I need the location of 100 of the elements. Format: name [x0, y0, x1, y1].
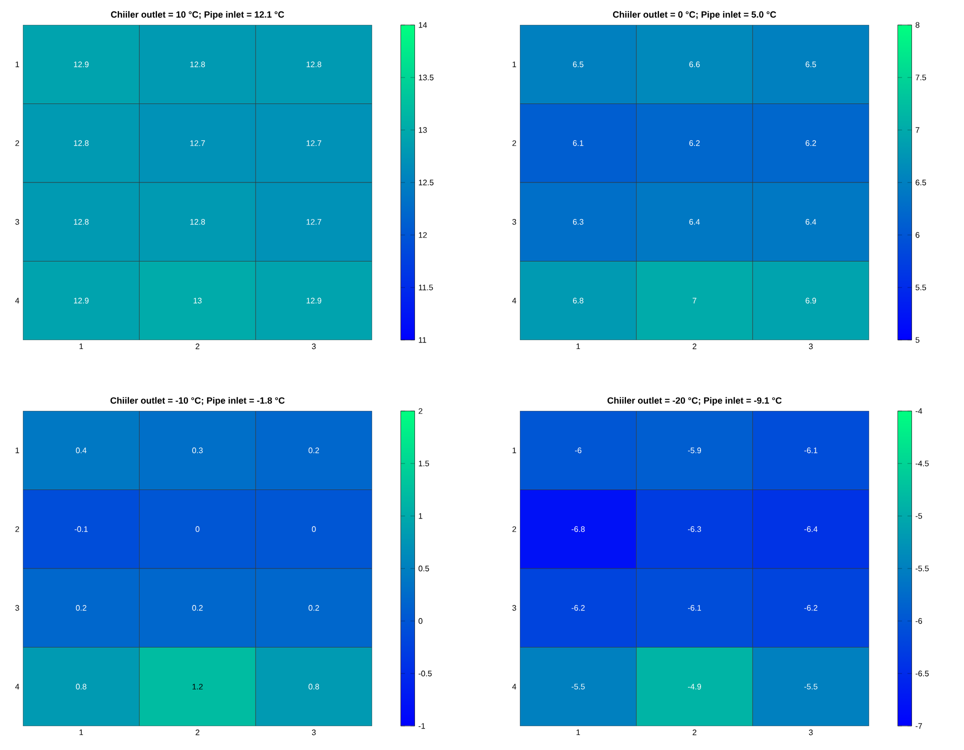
data-label: -6.2 [572, 605, 585, 611]
data-label: 12.8 [190, 219, 205, 225]
color-bar-label: 7.5 [916, 74, 926, 80]
y-tick-label: 3 [512, 219, 516, 225]
data-label: 0.8 [308, 684, 320, 690]
data-label: -6.8 [572, 526, 585, 532]
y-tick-label: 4 [512, 298, 516, 304]
data-label: 6.4 [689, 219, 700, 225]
color-bar-label: 14 [418, 22, 427, 28]
color-bar-label: -4 [916, 408, 922, 414]
color-bar-label: 6.5 [916, 180, 926, 186]
data-label: 12.7 [306, 140, 322, 146]
data-label: 6.3 [573, 219, 584, 225]
x-tick-label: 1 [80, 730, 84, 736]
data-label: 6.2 [806, 140, 816, 146]
data-label: 0.2 [192, 605, 203, 611]
color-bar-label: 5.5 [916, 284, 926, 290]
color-bar-label: 0.5 [418, 566, 430, 572]
x-tick-label: 3 [312, 344, 316, 350]
y-tick-label: 3 [15, 605, 20, 611]
y-tick-label: 3 [15, 219, 20, 225]
data-label: -5.5 [572, 684, 585, 690]
data-label: -6.1 [688, 605, 702, 611]
data-label: -5.9 [688, 448, 702, 454]
color-bar-label: 11.5 [418, 284, 433, 290]
data-label: 0 [196, 526, 200, 532]
color-bar-label: 1.5 [418, 460, 430, 466]
color-bar-label: 12.5 [418, 180, 434, 186]
color-bar-label: 13.5 [418, 74, 434, 80]
data-label: 12.9 [306, 298, 322, 304]
data-label: 12.8 [74, 219, 89, 225]
color-bar-label: -5.5 [916, 566, 929, 572]
y-tick-label: 4 [15, 684, 20, 690]
data-label: -6 [574, 448, 582, 454]
color-bar-label: 8 [916, 22, 920, 28]
color-bar-label: 12 [418, 232, 427, 238]
data-label: 12.9 [74, 298, 89, 304]
color-bar-label: 0 [418, 618, 422, 624]
color-bar-label: -1 [418, 723, 425, 729]
color-bar-label: 13 [418, 127, 427, 133]
color-bar-label: -7 [916, 723, 922, 729]
x-tick-label: 1 [80, 344, 84, 350]
y-tick-label: 1 [512, 448, 516, 454]
data-label: 6.4 [806, 219, 816, 225]
data-label: 0.3 [192, 448, 203, 454]
data-label: -6.4 [804, 526, 818, 532]
x-tick-label: 3 [808, 344, 813, 350]
color-bar-label: 5 [916, 337, 920, 343]
data-label: 1.2 [192, 684, 203, 690]
color-bar-label: 6 [916, 232, 920, 238]
x-tick-label: 3 [312, 730, 316, 736]
x-tick-label: 2 [692, 730, 696, 736]
chart-title: Chiiler outlet = -20 °C; Pipe inlet = -9.1 °C [608, 397, 782, 406]
data-label: 6.8 [573, 298, 584, 304]
y-tick-label: 2 [512, 526, 516, 532]
data-label: 13 [194, 298, 202, 304]
chart-title: Chiiler outlet = 10 °C; Pipe inlet = 12.1 °C [111, 11, 284, 20]
data-label: 0.2 [308, 448, 319, 454]
data-label: 12.7 [190, 140, 205, 146]
chart-title: Chiiler outlet = -10 °C; Pipe inlet = -1.8 °C [110, 397, 285, 406]
data-label: 12.8 [306, 62, 322, 68]
data-label: 0.4 [76, 448, 86, 454]
y-tick-label: 1 [16, 62, 20, 68]
data-label: 6.5 [573, 62, 584, 68]
x-tick-label: 2 [196, 344, 200, 350]
data-label: -5.5 [804, 684, 818, 690]
data-label: 0 [312, 526, 316, 532]
y-tick-label: 4 [512, 684, 516, 690]
y-tick-label: 3 [512, 605, 516, 611]
x-tick-label: 1 [576, 344, 580, 350]
x-tick-label: 2 [692, 344, 696, 350]
y-tick-label: 2 [15, 140, 20, 146]
color-bar-label: -0.5 [418, 670, 432, 676]
color-bar-label: 11 [418, 337, 426, 343]
data-label: 12.8 [190, 62, 205, 68]
data-label: 12.9 [74, 62, 89, 68]
color-bar-label: -4.5 [916, 460, 929, 466]
chart-title: Chiiler outlet = 0 °C; Pipe inlet = 5.0 °C [613, 11, 776, 20]
data-label: -6.3 [688, 526, 702, 532]
y-tick-label: 1 [512, 62, 516, 68]
data-label: -6.1 [804, 448, 818, 454]
data-label: 12.8 [74, 140, 89, 146]
x-tick-label: 2 [196, 730, 200, 736]
color-bar-label: -6.5 [916, 670, 929, 676]
data-label: 6.2 [689, 140, 700, 146]
y-tick-label: 4 [15, 298, 20, 304]
data-label: 6.9 [806, 298, 816, 304]
data-label: -0.1 [74, 526, 88, 532]
color-bar-label: 2 [418, 408, 422, 414]
y-tick-label: 1 [16, 448, 20, 454]
color-bar-label: -5 [916, 513, 922, 519]
color-bar-label: 7 [916, 127, 920, 133]
y-tick-label: 2 [512, 140, 516, 146]
data-label: 6.5 [806, 62, 816, 68]
data-label: 12.7 [306, 219, 322, 225]
x-tick-label: 3 [808, 730, 813, 736]
color-bar-label: 1 [418, 513, 422, 519]
color-bar-label: -6 [916, 618, 922, 624]
data-label: 0.2 [76, 605, 86, 611]
data-label: 0.8 [76, 684, 86, 690]
